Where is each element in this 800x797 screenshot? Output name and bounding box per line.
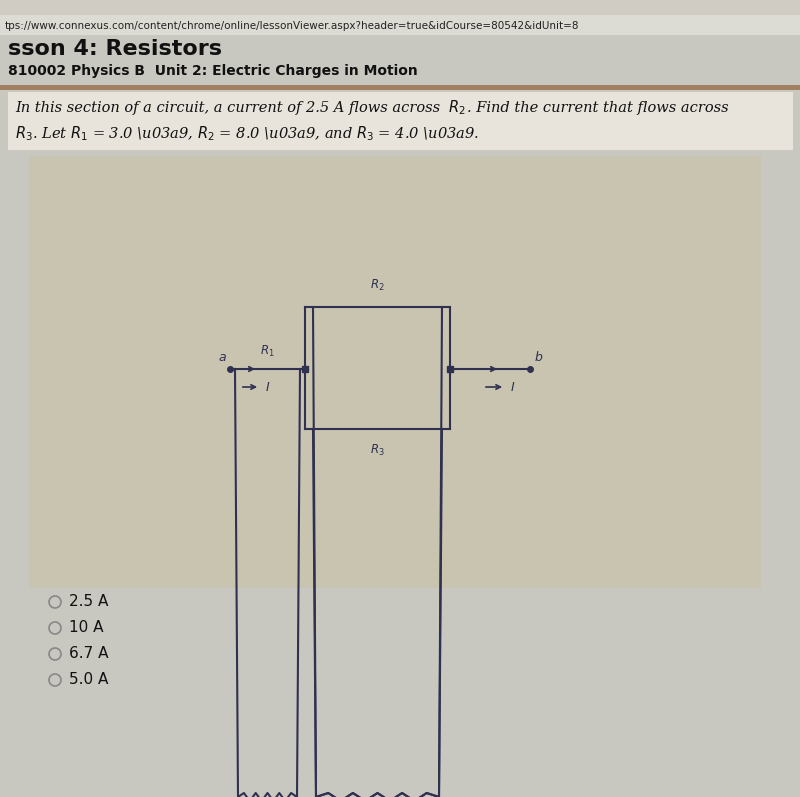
Text: 2.5 A: 2.5 A	[69, 595, 108, 610]
Text: 810002 Physics B  Unit 2: Electric Charges in Motion: 810002 Physics B Unit 2: Electric Charge…	[8, 64, 418, 78]
Bar	[0, 0, 800, 15]
Text: $R_2$: $R_2$	[370, 278, 385, 293]
Circle shape	[49, 622, 61, 634]
Text: $R_3$. Let $R_1$ = 3.0 \u03a9, $R_2$ = 8.0 \u03a9, and $R_3$ = 4.0 \u03a9.: $R_3$. Let $R_1$ = 3.0 \u03a9, $R_2$ = 8…	[15, 124, 479, 143]
Text: a: a	[218, 351, 226, 364]
Text: $R_2$: $R_2$	[448, 99, 466, 117]
Text: $I$: $I$	[265, 380, 270, 394]
Text: $I$: $I$	[510, 380, 515, 394]
Circle shape	[49, 648, 61, 660]
Bar	[30, 157, 760, 587]
Text: tps://www.connexus.com/content/chrome/online/lessonViewer.aspx?header=true&idCou: tps://www.connexus.com/content/chrome/on…	[5, 21, 579, 31]
Circle shape	[49, 596, 61, 608]
Text: $R_1$: $R_1$	[260, 344, 274, 359]
Bar	[0, 0, 800, 35]
Bar	[0, 35, 800, 87]
Bar	[0, 85, 800, 90]
Text: 5.0 A: 5.0 A	[69, 673, 108, 688]
Text: sson 4: Resistors: sson 4: Resistors	[8, 39, 222, 59]
Text: . Find the current that flows across: . Find the current that flows across	[467, 101, 729, 115]
Text: 6.7 A: 6.7 A	[69, 646, 109, 662]
Text: 10 A: 10 A	[69, 621, 103, 635]
Text: In this section of a circuit, a current of 2.5 A flows across: In this section of a circuit, a current …	[15, 101, 445, 115]
Circle shape	[49, 674, 61, 686]
Text: b: b	[534, 351, 542, 364]
Text: $R_3$: $R_3$	[370, 443, 385, 458]
Bar	[8, 92, 792, 149]
